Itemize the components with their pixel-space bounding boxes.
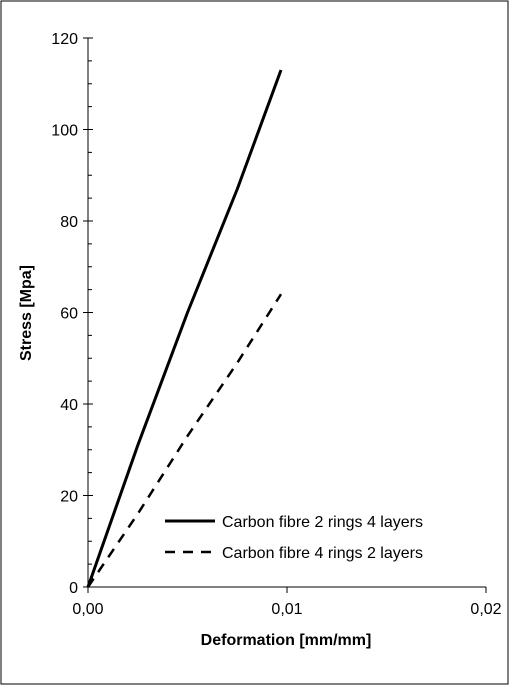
- series-line-1: [86, 69, 283, 588]
- x-tick-label: 0,02: [470, 601, 501, 618]
- y-minor-ticks: [88, 60, 92, 565]
- y-tick-label: 60: [60, 306, 78, 323]
- x-tick-label: 0,00: [72, 601, 103, 618]
- x-axis-title: Deformation [mm/mm]: [201, 632, 372, 649]
- x-ticks: [87, 587, 487, 593]
- series-line-2: [86, 293, 283, 588]
- y-axis-title: Stress [Mpa]: [18, 265, 35, 361]
- y-tick-label: 120: [51, 31, 78, 48]
- y-tick-label: 0: [69, 580, 78, 597]
- legend-label-1: Carbon fibre 2 rings 4 layers: [222, 514, 423, 531]
- x-tick-labels: 0,00 0,01 0,02: [72, 601, 501, 618]
- y-tick-label: 100: [51, 123, 78, 140]
- legend: Carbon fibre 2 rings 4 layers Carbon fibr…: [165, 514, 423, 562]
- y-tick-labels: 0 20 40 60 80 100 120: [51, 31, 78, 597]
- series-lines: [86, 69, 283, 588]
- legend-label-2: Carbon fibre 4 rings 2 layers: [222, 545, 423, 562]
- x-tick-label: 0,01: [271, 601, 302, 618]
- y-tick-label: 40: [60, 397, 78, 414]
- y-tick-label: 20: [60, 489, 78, 506]
- y-tick-label: 80: [60, 214, 78, 231]
